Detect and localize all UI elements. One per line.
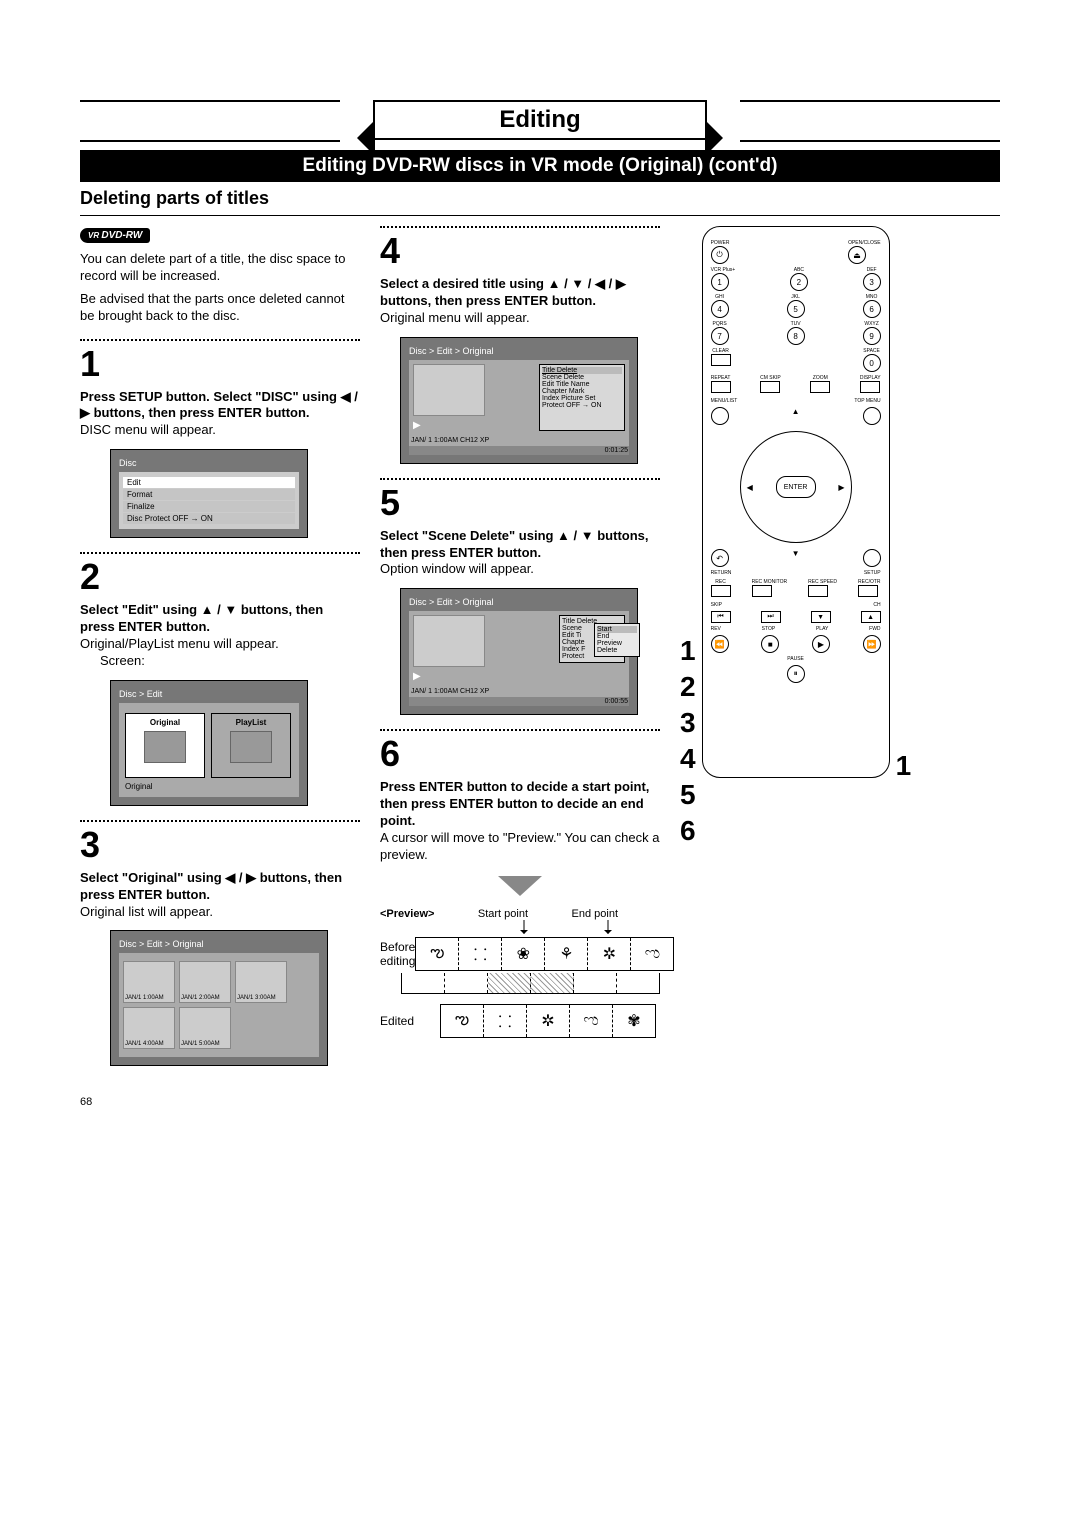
rev-button[interactable]: ⏪ — [711, 635, 729, 653]
middle-column: 4 Select a desired title using ▲ / ▼ / ◀… — [380, 226, 660, 1076]
step-5-body: Option window will appear. — [380, 561, 660, 578]
rec-button[interactable] — [711, 585, 731, 597]
return-button[interactable]: ↶ — [711, 549, 729, 567]
step-4-body: Original menu will appear. — [380, 310, 660, 327]
step-6-body: A cursor will move to "Preview." You can… — [380, 830, 660, 864]
ch-down-button[interactable]: ▼ — [811, 611, 831, 623]
skip-next-button[interactable]: ⏭ — [761, 611, 781, 623]
cmskip-button[interactable] — [760, 381, 780, 393]
preview-diagram: <Preview> Start point End point Before e… — [380, 908, 660, 1038]
step-5-instr: Select "Scene Delete" using ▲ / ▼ button… — [380, 528, 660, 562]
remote-column: 1 2 3 4 5 6 POWER⏻ OPEN/CLOSE⏏ VCR Plus+… — [680, 226, 920, 1076]
stop-button[interactable]: ■ — [761, 635, 779, 653]
digit-3[interactable]: 3 — [863, 273, 881, 291]
display-button[interactable] — [860, 381, 880, 393]
fwd-button[interactable]: ⏩ — [863, 635, 881, 653]
rec-monitor-button[interactable] — [752, 585, 772, 597]
sub-heading: Deleting parts of titles — [80, 182, 1000, 216]
clear-button[interactable] — [711, 354, 731, 366]
step-5-number: 5 — [380, 482, 660, 524]
step-6-number: 6 — [380, 733, 660, 775]
enter-button[interactable]: ENTER — [776, 476, 816, 498]
topmenu-button[interactable] — [863, 407, 881, 425]
ch-up-button[interactable]: ▲ — [861, 611, 881, 623]
down-arrow-icon — [498, 876, 542, 896]
dvd-rw-logo: VR DVD-RW — [80, 228, 150, 243]
digit-8[interactable]: 8 — [787, 327, 805, 345]
chapter-title: Editing — [373, 100, 707, 140]
rec-speed-button[interactable] — [808, 585, 828, 597]
step-3-screen: Disc > Edit > Original JAN/1 1:00AM JAN/… — [110, 930, 328, 1066]
setup-button[interactable] — [863, 549, 881, 567]
step-2-body2: Screen: — [100, 653, 360, 670]
menulist-button[interactable] — [711, 407, 729, 425]
page-number: 68 — [80, 1096, 1000, 1108]
play-button[interactable]: ▶ — [812, 635, 830, 653]
left-column: VR DVD-RW You can delete part of a title… — [80, 226, 360, 1076]
zoom-button[interactable] — [810, 381, 830, 393]
intro-p2: Be advised that the parts once deleted c… — [80, 291, 360, 325]
remote-control: POWER⏻ OPEN/CLOSE⏏ VCR Plus+1 ABC2 DEF3 … — [702, 226, 890, 778]
step-1-instr: Press SETUP button. Select "DISC" using … — [80, 389, 360, 423]
step-3-instr: Select "Original" using ◀ / ▶ buttons, t… — [80, 870, 360, 904]
skip-prev-button[interactable]: ⏮ — [711, 611, 731, 623]
power-button[interactable]: ⏻ — [711, 246, 729, 264]
rec-otr-button[interactable] — [858, 585, 878, 597]
step-1-body: DISC menu will appear. — [80, 422, 360, 439]
step-1-number: 1 — [80, 343, 360, 385]
step-4-screen: Disc > Edit > Original ▶ Title Delete Sc… — [400, 337, 638, 464]
digit-6[interactable]: 6 — [863, 300, 881, 318]
step-1-screen: Disc Edit Format Finalize Disc Protect O… — [110, 449, 308, 538]
preview-markers — [440, 920, 720, 934]
step-2-number: 2 — [80, 556, 360, 598]
step-3-body: Original list will appear. — [80, 904, 360, 921]
digit-5[interactable]: 5 — [787, 300, 805, 318]
step-2-instr: Select "Edit" using ▲ / ▼ buttons, then … — [80, 602, 360, 636]
digit-4[interactable]: 4 — [711, 300, 729, 318]
step-5-screen: Disc > Edit > Original ▶ Title Delete Sc… — [400, 588, 638, 715]
digit-2[interactable]: 2 — [790, 273, 808, 291]
intro-p1: You can delete part of a title, the disc… — [80, 251, 360, 285]
step-2-screen: Disc > Edit Original PlayList Original — [110, 680, 308, 806]
section-bar: Editing DVD-RW discs in VR mode (Origina… — [80, 150, 1000, 182]
step-4-instr: Select a desired title using ▲ / ▼ / ◀ /… — [380, 276, 660, 310]
digit-7[interactable]: 7 — [711, 327, 729, 345]
step-2-body: Original/PlayList menu will appear. — [80, 636, 360, 653]
digit-1[interactable]: 1 — [711, 273, 729, 291]
dpad[interactable]: ◀ ▶ ENTER — [740, 431, 852, 543]
remote-right-callout: 1 — [896, 456, 912, 1076]
step-6-instr: Press ENTER button to decide a start poi… — [380, 779, 660, 830]
open-close-button[interactable]: ⏏ — [848, 246, 866, 264]
digit-0[interactable]: 0 — [863, 354, 881, 372]
remote-left-callouts: 1 2 3 4 5 6 — [680, 406, 696, 1076]
pause-button[interactable]: ⏸ — [787, 665, 805, 683]
digit-9[interactable]: 9 — [863, 327, 881, 345]
step-3-number: 3 — [80, 824, 360, 866]
repeat-button[interactable] — [711, 381, 731, 393]
step-4-number: 4 — [380, 230, 660, 272]
